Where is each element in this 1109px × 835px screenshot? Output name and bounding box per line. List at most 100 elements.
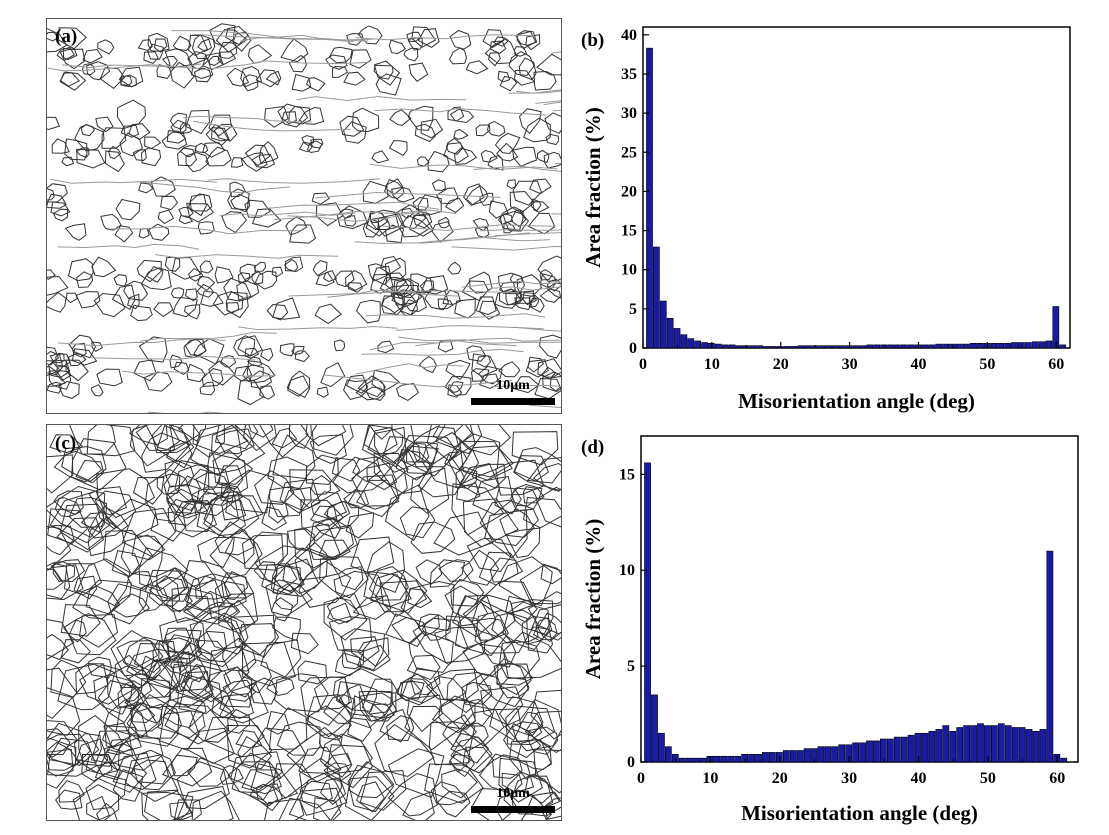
bar	[935, 343, 943, 349]
bar	[1059, 344, 1067, 349]
boundary-map-c	[47, 425, 561, 820]
bar	[852, 345, 860, 349]
bar	[825, 345, 832, 349]
bar	[796, 750, 804, 763]
bar	[797, 345, 805, 349]
chart-d: 0 10 20 30 40 50 60 0 5 10 15 Misorientation angle …	[581, 435, 1079, 825]
bar	[713, 755, 721, 763]
bar	[694, 340, 702, 349]
bar	[928, 344, 936, 349]
x-tick-label: 40	[910, 770, 926, 787]
bar	[873, 344, 881, 349]
bar	[699, 757, 707, 763]
bar	[1038, 341, 1046, 349]
y-tick-label: 5	[629, 301, 637, 318]
bar	[651, 694, 658, 763]
bar	[852, 742, 859, 763]
bar	[976, 342, 984, 349]
panel-label-b: (b)	[581, 30, 604, 51]
bar	[873, 740, 880, 763]
bar	[749, 345, 757, 349]
bar	[666, 317, 674, 349]
bar	[1053, 754, 1061, 763]
boundary-map-a	[47, 23, 561, 413]
bar	[845, 345, 853, 349]
bar	[742, 345, 750, 349]
bar	[741, 754, 749, 763]
bar	[706, 755, 714, 763]
bar	[721, 344, 729, 349]
bar	[762, 752, 769, 763]
bar	[692, 757, 700, 763]
bar	[949, 343, 956, 349]
micrograph-c: (c) 10μm	[46, 424, 562, 821]
bar	[914, 732, 922, 763]
bar	[770, 346, 777, 349]
bar	[1025, 729, 1033, 763]
bar	[755, 754, 762, 763]
bar	[970, 725, 977, 763]
bar	[671, 754, 679, 763]
y-tick-label: 0	[629, 340, 637, 357]
x-tick-label: 60	[1049, 770, 1065, 787]
bar	[658, 732, 665, 763]
bar	[887, 344, 894, 349]
bar	[956, 727, 964, 763]
bar	[942, 725, 950, 763]
bar	[664, 746, 672, 763]
bar	[956, 343, 963, 349]
bar	[673, 328, 681, 349]
x-tick-label: 0	[639, 356, 647, 373]
x-tick-label: 10	[702, 770, 718, 787]
bar	[783, 346, 791, 349]
bar	[1011, 342, 1018, 349]
bar	[646, 47, 653, 349]
bar	[748, 754, 755, 763]
bar	[907, 344, 915, 349]
bar	[789, 750, 797, 763]
y-tick-label: 15	[621, 223, 637, 240]
y-axis-label: Area fraction (%)	[581, 519, 605, 680]
bar	[728, 344, 736, 349]
bar	[900, 344, 908, 349]
bar	[824, 746, 832, 763]
bar	[790, 346, 798, 349]
bar	[1011, 727, 1019, 763]
bar	[818, 345, 826, 349]
bar	[962, 343, 970, 349]
bar	[653, 246, 660, 349]
bar	[1004, 725, 1012, 763]
x-tick-label: 60	[1048, 356, 1064, 373]
bar	[880, 344, 887, 349]
bar	[977, 723, 984, 763]
bar	[886, 738, 894, 763]
bar	[680, 334, 688, 349]
plot-frame	[640, 435, 1079, 763]
x-tick-label: 20	[772, 770, 788, 787]
bar	[685, 757, 693, 763]
bar	[687, 338, 695, 349]
scale-bar-c	[471, 806, 555, 813]
bar	[659, 300, 667, 349]
bar	[859, 742, 866, 763]
bar	[803, 748, 811, 763]
bar	[845, 744, 853, 763]
panel-label-c: (c)	[55, 433, 77, 454]
bar	[1032, 731, 1040, 763]
bar	[921, 732, 929, 763]
x-tick-label: 50	[979, 356, 995, 373]
scale-bar-a	[471, 398, 555, 405]
bar	[907, 734, 915, 763]
bar	[701, 342, 708, 349]
bar	[804, 345, 812, 349]
bar	[735, 345, 743, 349]
x-axis-label: Misorientation angle (deg)	[741, 801, 978, 825]
bar	[1018, 727, 1026, 763]
y-tick-label: 0	[627, 754, 635, 771]
bar	[838, 744, 846, 763]
x-tick-label: 40	[910, 356, 926, 373]
bar	[832, 345, 839, 349]
y-tick-label: 5	[627, 658, 635, 675]
bar	[1045, 340, 1053, 349]
y-tick-label: 15	[619, 466, 635, 483]
